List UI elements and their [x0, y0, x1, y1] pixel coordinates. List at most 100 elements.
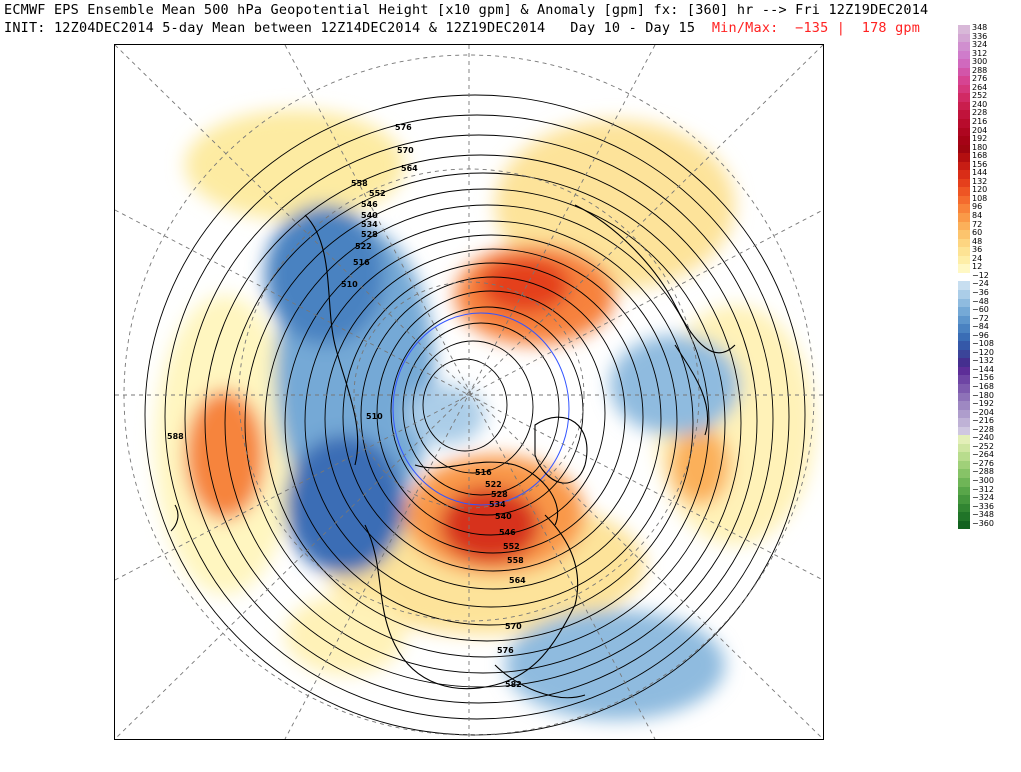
- legend-row: 252: [958, 91, 1014, 102]
- legend-swatch: [958, 67, 970, 77]
- legend-swatch: [958, 178, 970, 188]
- legend-swatch: [958, 332, 970, 342]
- contour-label: 570: [397, 146, 414, 155]
- coastline-greenland: [534, 416, 588, 484]
- contour-label: 516: [353, 258, 370, 267]
- legend-row: 348: [958, 23, 1014, 34]
- legend-label: −120: [972, 347, 994, 357]
- contour-label: 516: [475, 468, 492, 477]
- legend-label: 96: [972, 202, 983, 212]
- contour-mid-3: [342, 262, 644, 572]
- legend-label: 252: [972, 91, 988, 101]
- anomaly-bering-negative: [265, 205, 385, 345]
- coastline-europe-north: [574, 204, 736, 354]
- legend-swatch: [958, 349, 970, 359]
- legend-label: −264: [972, 450, 994, 460]
- legend-row: 36: [958, 245, 1014, 256]
- legend-row: −72: [958, 314, 1014, 325]
- anomaly-color-legend: 348 336 324 312 300 288 276 264 252 240 228 216 204 1…: [958, 23, 1014, 530]
- legend-row: −84: [958, 322, 1014, 333]
- legend-label: 180: [972, 142, 988, 152]
- legend-swatch: [958, 213, 970, 222]
- contour-outer-4: [204, 154, 758, 688]
- contour-540-blue: [392, 312, 570, 506]
- legend-swatch: [958, 264, 970, 273]
- legend-label: 108: [972, 193, 988, 203]
- legend-swatch: [958, 230, 970, 239]
- legend-swatch: [958, 426, 970, 436]
- legend-label: −48: [972, 296, 989, 306]
- contour-label: 552: [369, 189, 386, 198]
- legend-swatch: [958, 435, 970, 444]
- legend-swatch: [958, 101, 970, 111]
- legend-swatch: [958, 84, 970, 94]
- legend-swatch: [958, 59, 970, 68]
- contour-label: 522: [485, 480, 502, 489]
- contour-label: 576: [497, 646, 514, 655]
- legend-swatch: [958, 136, 970, 145]
- legend-row: 24: [958, 254, 1014, 265]
- legend-label: 204: [972, 125, 988, 135]
- legend-swatch: [958, 42, 970, 51]
- legend-label: −84: [972, 322, 989, 332]
- legend-row: −288: [958, 467, 1014, 478]
- legend-label: −180: [972, 390, 994, 400]
- legend-swatch: [958, 392, 970, 402]
- legend-row: 72: [958, 220, 1014, 231]
- coastlines: [170, 204, 736, 699]
- legend-label: 132: [972, 176, 988, 186]
- init-period-text: INIT: 12Z04DEC2014 5-day Mean between 12…: [4, 20, 696, 36]
- legend-swatch: [958, 195, 970, 205]
- legend-label: −252: [972, 441, 994, 451]
- legend-label: 348: [972, 23, 988, 32]
- map-canvas: 576 570 564 558 552 546 540 534 528 522 …: [115, 45, 823, 739]
- legend-label: 276: [972, 74, 988, 84]
- contour-label: 576: [395, 123, 412, 132]
- legend-swatch: [958, 187, 970, 196]
- legend-row: 312: [958, 49, 1014, 60]
- legend-label: 144: [972, 168, 988, 178]
- legend-row: −336: [958, 502, 1014, 513]
- legend-label: −156: [972, 373, 994, 383]
- blue-contours: [392, 312, 570, 506]
- legend-label: −168: [972, 381, 994, 391]
- legend-swatch: [958, 366, 970, 376]
- legend-label: −132: [972, 356, 994, 366]
- legend-swatch: [958, 495, 970, 504]
- contour-mid-2: [324, 248, 662, 590]
- contour-label: 522: [355, 242, 372, 251]
- legend-row: 240: [958, 100, 1014, 111]
- anomaly-siberia-positive: [185, 110, 405, 220]
- legend-label: 192: [972, 134, 988, 144]
- anomaly-greenland-positive: [670, 425, 730, 505]
- legend-row: −264: [958, 450, 1014, 461]
- contour-inner-2: [402, 322, 560, 496]
- legend-label: −360: [972, 518, 994, 528]
- height-contours: [144, 94, 806, 736]
- legend-row: 12: [958, 262, 1014, 273]
- polar-stereographic-map: 576 570 564 558 552 546 540 534 528 522 …: [114, 44, 824, 740]
- legend-label: 336: [972, 31, 988, 41]
- contour-outer-6: [244, 188, 726, 658]
- legend-swatch: [958, 512, 970, 521]
- legend-swatch: [958, 341, 970, 350]
- legend-row: −24: [958, 279, 1014, 290]
- contour-label: 564: [509, 576, 526, 585]
- legend-label: −288: [972, 467, 994, 477]
- contour-label: 564: [401, 164, 418, 173]
- legend-swatch: [958, 255, 970, 265]
- legend-row: 48: [958, 237, 1014, 248]
- contour-mid-5: [376, 290, 606, 536]
- legend-row: −252: [958, 441, 1014, 453]
- legend-row: −96: [958, 331, 1014, 342]
- contour-label: 588: [167, 432, 184, 441]
- meridian-45: [115, 45, 823, 739]
- legend-label: 84: [972, 211, 983, 221]
- contour-label: 582: [505, 680, 522, 689]
- legend-label: 228: [972, 108, 988, 118]
- legend-swatch: [958, 110, 970, 120]
- legend-row: −156: [958, 373, 1014, 384]
- chart-title-line1: ECMWF EPS Ensemble Mean 500 hPa Geopoten…: [4, 2, 929, 18]
- legend-row: −324: [958, 493, 1014, 504]
- legend-swatch: [958, 247, 970, 256]
